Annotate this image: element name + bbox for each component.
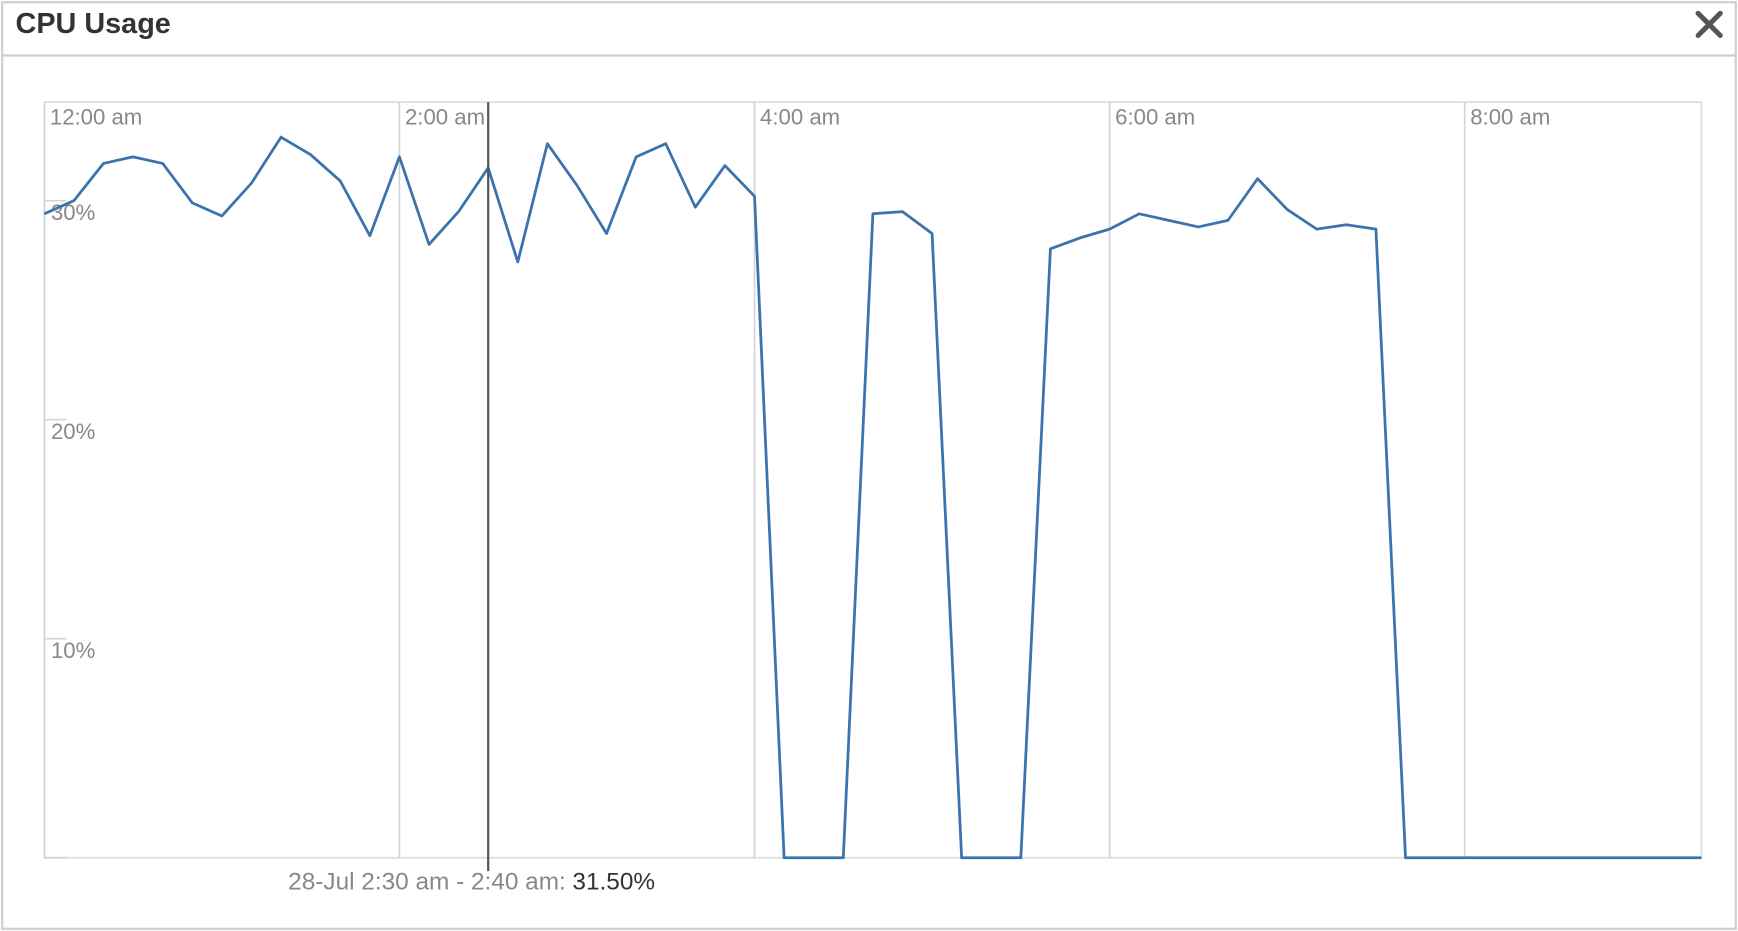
hover-value: 31.50% (572, 869, 655, 896)
panel-title: CPU Usage (16, 8, 171, 40)
x-tick-label: 6:00 am (1115, 105, 1195, 130)
y-tick-label: 20% (51, 419, 95, 444)
hover-label: 28-Jul 2:30 am - 2:40 am: (288, 869, 566, 896)
x-tick-label: 12:00 am (50, 105, 142, 130)
close-icon (1695, 10, 1723, 39)
cpu-line (43, 135, 1702, 860)
y-tick-label: 10% (51, 638, 95, 663)
close-button[interactable] (1695, 10, 1723, 39)
x-tick-label: 4:00 am (760, 105, 840, 130)
x-tick-label: 8:00 am (1470, 105, 1550, 130)
y-tick-label: 30% (51, 200, 95, 225)
x-tick-label: 2:00 am (405, 105, 485, 130)
